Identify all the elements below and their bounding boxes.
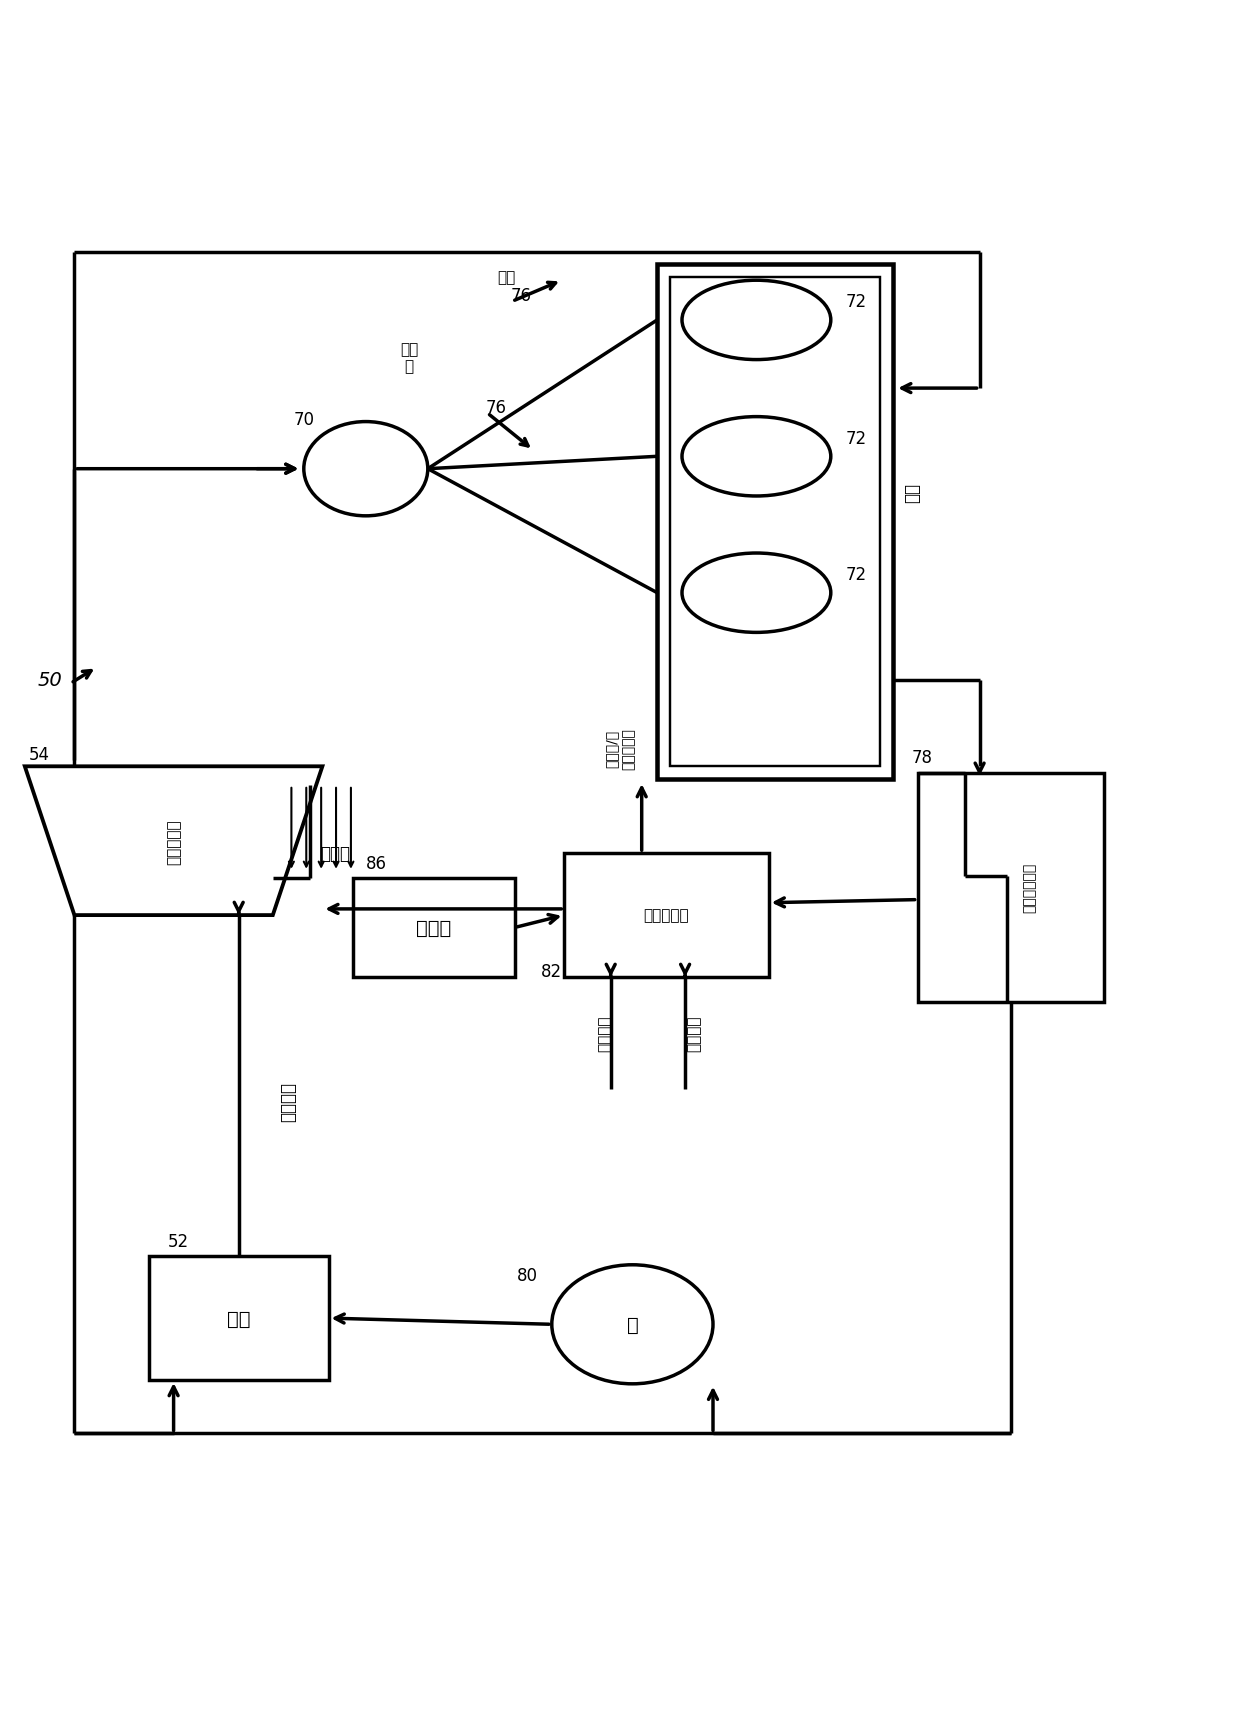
Bar — [564, 854, 769, 977]
Text: 燃料流量: 燃料流量 — [279, 1081, 296, 1121]
Text: 50: 50 — [37, 670, 62, 689]
Text: 86: 86 — [366, 854, 387, 873]
Bar — [657, 265, 893, 779]
Text: 76: 76 — [511, 288, 531, 305]
Text: 冷凝物收集筱: 冷凝物收集筱 — [1022, 863, 1037, 913]
Bar — [670, 277, 880, 767]
Text: 72: 72 — [846, 430, 867, 447]
Text: 驱动
轴: 驱动 轴 — [401, 341, 418, 374]
Text: 76: 76 — [486, 398, 506, 416]
Text: 桨叶: 桨叶 — [497, 270, 515, 284]
Text: 蝓汽涡轮机: 蝓汽涡轮机 — [166, 819, 181, 864]
Text: 优化器: 优化器 — [417, 918, 451, 937]
Text: 泵: 泵 — [626, 1315, 639, 1334]
Ellipse shape — [682, 417, 831, 497]
Text: 环境条件: 环境条件 — [687, 1015, 702, 1051]
Ellipse shape — [304, 423, 428, 516]
Text: 风扇: 风扇 — [903, 485, 920, 504]
Text: 52: 52 — [167, 1231, 188, 1251]
Ellipse shape — [552, 1264, 713, 1384]
Text: 72: 72 — [846, 566, 867, 584]
Ellipse shape — [682, 554, 831, 632]
Text: 监控控制器: 监控控制器 — [644, 908, 689, 923]
Ellipse shape — [682, 281, 831, 360]
Text: 54: 54 — [30, 745, 50, 764]
Text: 78: 78 — [911, 748, 932, 767]
Text: 负荷需求: 负荷需求 — [598, 1015, 613, 1051]
Bar — [918, 772, 1104, 1003]
Bar — [353, 878, 515, 977]
Bar — [149, 1256, 329, 1380]
Text: 锅炉: 锅炉 — [227, 1309, 250, 1328]
Text: 82: 82 — [541, 963, 563, 980]
Text: 厂反馈: 厂反馈 — [320, 845, 350, 863]
Text: 72: 72 — [846, 293, 867, 312]
Text: 80: 80 — [517, 1266, 537, 1283]
Text: 70: 70 — [294, 410, 314, 430]
Text: 风扇开/关
和速度控制: 风扇开/关 和速度控制 — [605, 727, 635, 769]
